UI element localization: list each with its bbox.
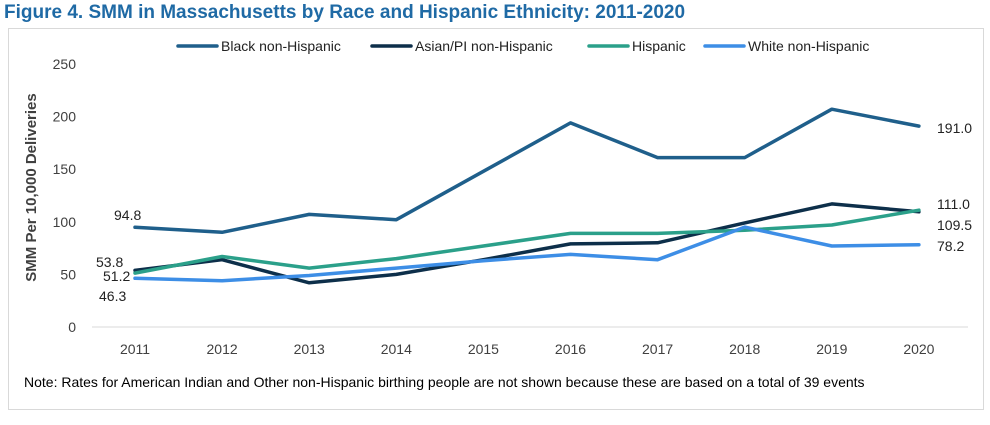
data-labels: 94.8 53.851.2 46.3 191.0 111.0 109.5 78.2 (96, 120, 972, 304)
x-tick-label: 2020 (903, 341, 934, 357)
y-tick-label: 150 (53, 161, 77, 177)
x-tick-label: 2013 (294, 341, 325, 357)
data-label-black-non-hispanic-2020: 191.0 (937, 120, 972, 136)
legend-label-black-non-hispanic: Black non-Hispanic (221, 38, 341, 54)
series-line-hispanic (133, 208, 921, 275)
data-label-hispanic-2011: 51.2 (103, 268, 130, 284)
chart-frame (8, 28, 984, 410)
y-tick-label: 200 (53, 109, 77, 125)
x-tick-label: 2012 (207, 341, 238, 357)
legend: Black non-Hispanic Asian/PI non-Hispanic H… (176, 38, 869, 54)
data-label-asian-pi-non-hispanic-2020: 109.5 (937, 217, 972, 233)
x-tick-label: 2015 (468, 341, 499, 357)
series-line-asian-pi-non-hispanic (133, 202, 921, 285)
x-tick-label: 2018 (729, 341, 760, 357)
x-tick-label: 2011 (120, 341, 150, 357)
series-group (133, 107, 921, 285)
series-line-white-non-hispanic (133, 225, 921, 283)
data-label-black-non-hispanic-2011: 94.8 (114, 207, 141, 223)
series-line-black-non-hispanic (133, 107, 921, 235)
data-label-white-non-hispanic-2011: 46.3 (99, 288, 126, 304)
data-label-white-non-hispanic-2020: 78.2 (937, 238, 964, 254)
y-tick-label: 50 (60, 266, 76, 282)
y-axis: SMM Per 10,000 Deliveries 0 50 100 150 200 250 (23, 56, 76, 335)
y-axis-title: SMM Per 10,000 Deliveries (23, 93, 40, 281)
y-tick-label: 100 (53, 214, 77, 230)
data-label-hispanic-2020: 111.0 (937, 196, 970, 212)
x-tick-label: 2014 (381, 341, 412, 357)
x-tick-label: 2019 (816, 341, 847, 357)
figure-title: Figure 4. SMM in Massachusetts by Race a… (4, 2, 686, 23)
y-tick-label: 250 (53, 56, 77, 72)
footnote: Note: Rates for American Indian and Othe… (24, 374, 865, 390)
legend-label-white-non-hispanic: White non-Hispanic (748, 38, 869, 54)
x-tick-label: 2017 (642, 341, 673, 357)
legend-label-asian-pi-non-hispanic: Asian/PI non-Hispanic (415, 38, 553, 54)
x-tick-label: 2016 (555, 341, 586, 357)
data-label-asian-pi-non-hispanic-2011: 53.8 (96, 254, 123, 270)
x-axis: 2011 2012 2013 2014 2015 2016 2017 2018 2019 2020 (92, 326, 968, 357)
legend-label-hispanic: Hispanic (632, 38, 686, 54)
y-tick-label: 0 (68, 319, 76, 335)
